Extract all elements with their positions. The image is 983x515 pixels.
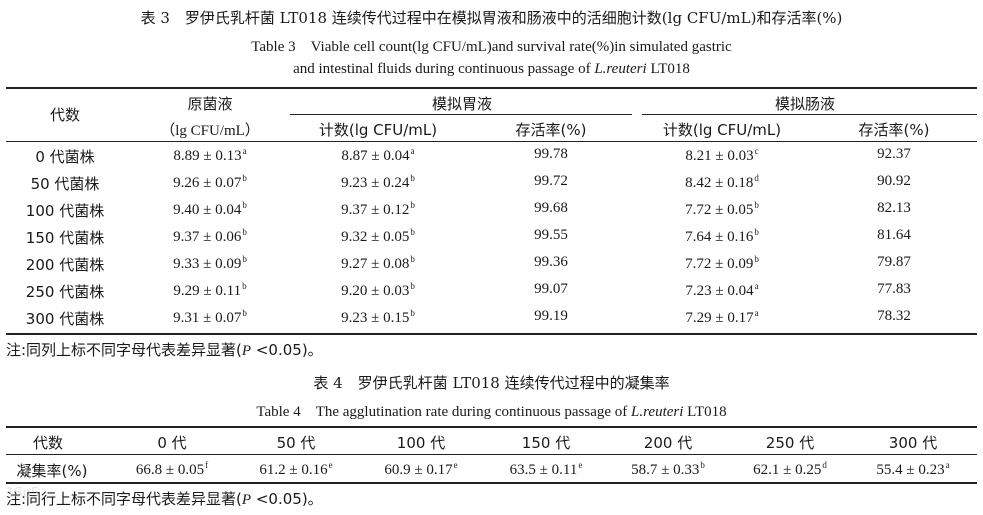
- header-original-unit: （lg CFU/mL）: [160, 123, 260, 139]
- cell-original: 8.89 ± 0.13a: [173, 146, 247, 164]
- cell-gastric-count: 8.87 ± 0.04a: [341, 146, 415, 164]
- cell-intestinal-survival: 79.87: [877, 254, 911, 270]
- header-original: 原菌液: [187, 95, 233, 113]
- cell-original: 9.37 ± 0.06b: [173, 227, 247, 245]
- table4-header-rule: [6, 454, 977, 455]
- header-gastric-count: 计数(lg CFU/mL): [318, 121, 438, 139]
- cell-gastric-count: 9.37 ± 0.12b: [341, 200, 415, 218]
- table4-value-cell: 62.1 ± 0.25d: [753, 460, 827, 478]
- cell-generation: 0 代菌株: [35, 148, 95, 166]
- table4-caption-en: Table 4 The agglutination rate during co…: [256, 404, 727, 420]
- cell-gastric-count: 9.23 ± 0.15b: [341, 308, 415, 326]
- header-intestinal-survival: 存活率(%): [858, 121, 930, 139]
- table4-value-cell: 61.2 ± 0.16e: [259, 460, 333, 478]
- table4-caption-cn: 表 4 罗伊氏乳杆菌 LT018 连续传代过程中的凝集率: [313, 374, 670, 392]
- cell-original: 9.33 ± 0.09b: [173, 254, 247, 272]
- table3-intestinal-rule: [642, 114, 977, 115]
- cell-original: 9.31 ± 0.07b: [173, 308, 247, 326]
- cell-intestinal-count: 7.72 ± 0.09b: [685, 254, 759, 272]
- cell-gastric-count: 9.20 ± 0.03b: [341, 281, 415, 299]
- table4-top-rule: [6, 426, 977, 428]
- cell-gastric-count: 9.23 ± 0.24b: [341, 173, 415, 191]
- table3-caption-en-line2: and intestinal fluids during continuous …: [293, 61, 690, 77]
- cell-gastric-count: 9.32 ± 0.05b: [341, 227, 415, 245]
- cell-intestinal-count: 7.64 ± 0.16b: [685, 227, 759, 245]
- table4-note: 注:同行上标不同字母代表差异显著(P <0.05)。: [6, 490, 323, 508]
- header-gastric: 模拟胃液: [431, 95, 493, 113]
- cell-gastric-survival: 99.36: [534, 254, 568, 270]
- watermark: 1Sp5: [6, 486, 40, 501]
- cell-intestinal-count: 8.21 ± 0.03c: [685, 146, 759, 164]
- table4-column-header: 50 代: [276, 434, 316, 452]
- cell-intestinal-survival: 77.83: [877, 281, 911, 297]
- cell-intestinal-count: 7.23 ± 0.04a: [685, 281, 759, 299]
- cell-intestinal-survival: 92.37: [877, 146, 911, 162]
- table3-caption-cn: 表 3 罗伊氏乳杆菌 LT018 连续传代过程中在模拟胃液和肠液中的活细胞计数(…: [140, 9, 843, 27]
- cell-gastric-survival: 99.07: [534, 281, 568, 297]
- cell-intestinal-count: 7.72 ± 0.05b: [685, 200, 759, 218]
- cell-intestinal-survival: 90.92: [877, 173, 911, 189]
- cell-gastric-survival: 99.19: [534, 308, 568, 324]
- table4-column-header: 200 代: [643, 434, 693, 452]
- table3-note: 注:同列上标不同字母代表差异显著(P <0.05)。: [6, 341, 323, 359]
- cell-intestinal-count: 7.29 ± 0.17a: [685, 308, 759, 326]
- table4-column-header: 0 代: [157, 434, 187, 452]
- table3-gastric-rule: [290, 114, 632, 115]
- table4-value-cell: 60.9 ± 0.17e: [384, 460, 458, 478]
- cell-gastric-survival: 99.68: [534, 200, 568, 216]
- cell-gastric-survival: 99.55: [534, 227, 568, 243]
- table3-top-rule: [6, 87, 977, 89]
- cell-generation: 100 代菌株: [25, 202, 105, 220]
- table4-column-header: 300 代: [888, 434, 938, 452]
- cell-generation: 200 代菌株: [25, 256, 105, 274]
- cell-gastric-count: 9.27 ± 0.08b: [341, 254, 415, 272]
- cell-generation: 250 代菌株: [25, 283, 105, 301]
- cell-gastric-survival: 99.72: [534, 173, 568, 189]
- cell-generation: 150 代菌株: [25, 229, 105, 247]
- header-gastric-survival: 存活率(%): [515, 121, 587, 139]
- cell-intestinal-survival: 78.32: [877, 308, 911, 324]
- cell-generation: 50 代菌株: [30, 175, 100, 193]
- header-generation: 代数: [49, 106, 81, 124]
- table3-bottom-rule: [6, 333, 977, 335]
- table4-value-cell: 63.5 ± 0.11e: [509, 460, 583, 478]
- cell-intestinal-survival: 81.64: [877, 227, 911, 243]
- table4-column-header: 150 代: [521, 434, 571, 452]
- table4-header-generation: 代数: [32, 434, 64, 452]
- table4-column-header: 250 代: [765, 434, 815, 452]
- table4-value-cell: 58.7 ± 0.33b: [631, 460, 705, 478]
- cell-intestinal-survival: 82.13: [877, 200, 911, 216]
- table4-value-cell: 66.8 ± 0.05f: [135, 460, 209, 478]
- header-intestinal-count: 计数(lg CFU/mL): [662, 121, 782, 139]
- table4-value-cell: 55.4 ± 0.23a: [876, 460, 950, 478]
- cell-original: 9.29 ± 0.11b: [173, 281, 247, 299]
- table4-bottom-rule: [6, 482, 977, 484]
- cell-original: 9.40 ± 0.04b: [173, 200, 247, 218]
- cell-gastric-survival: 99.78: [534, 146, 568, 162]
- table4-header-rate: 凝集率(%): [16, 462, 88, 480]
- cell-generation: 300 代菌株: [25, 310, 105, 328]
- cell-original: 9.26 ± 0.07b: [173, 173, 247, 191]
- header-intestinal: 模拟肠液: [774, 95, 836, 113]
- table4-column-header: 100 代: [396, 434, 446, 452]
- cell-intestinal-count: 8.42 ± 0.18d: [685, 173, 759, 191]
- table3-caption-en-line1: Table 3 Viable cell count(lg CFU/mL)and …: [251, 39, 732, 55]
- table3-header-rule: [6, 141, 977, 142]
